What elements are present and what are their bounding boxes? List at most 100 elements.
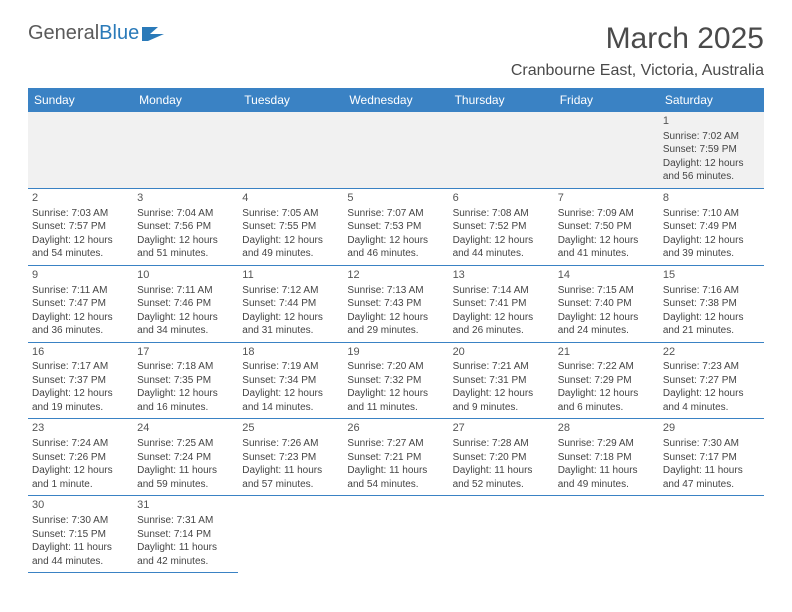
day-number: 18 <box>242 345 339 360</box>
day-info: Sunrise: 7:22 AMSunset: 7:29 PMDaylight:… <box>558 360 655 414</box>
day-info-line: Sunrise: 7:08 AM <box>453 207 550 221</box>
calendar-day-cell: 4Sunrise: 7:05 AMSunset: 7:55 PMDaylight… <box>238 188 343 265</box>
day-info: Sunrise: 7:17 AMSunset: 7:37 PMDaylight:… <box>32 360 129 414</box>
day-info-line: Sunset: 7:49 PM <box>663 220 760 234</box>
day-number: 31 <box>137 498 234 513</box>
day-info-line: Daylight: 12 hours <box>347 311 444 325</box>
day-info: Sunrise: 7:30 AMSunset: 7:15 PMDaylight:… <box>32 514 129 568</box>
day-info-line: Daylight: 12 hours <box>347 387 444 401</box>
day-info: Sunrise: 7:11 AMSunset: 7:46 PMDaylight:… <box>137 284 234 338</box>
calendar-day-cell: 23Sunrise: 7:24 AMSunset: 7:26 PMDayligh… <box>28 419 133 496</box>
day-info-line: Sunrise: 7:25 AM <box>137 437 234 451</box>
day-info-line: Sunset: 7:27 PM <box>663 374 760 388</box>
day-info: Sunrise: 7:18 AMSunset: 7:35 PMDaylight:… <box>137 360 234 414</box>
day-info: Sunrise: 7:23 AMSunset: 7:27 PMDaylight:… <box>663 360 760 414</box>
day-info-line: Daylight: 11 hours <box>453 464 550 478</box>
day-info-line: Daylight: 12 hours <box>663 387 760 401</box>
day-info-line: Sunset: 7:40 PM <box>558 297 655 311</box>
day-info-line: Daylight: 12 hours <box>453 387 550 401</box>
day-info: Sunrise: 7:29 AMSunset: 7:18 PMDaylight:… <box>558 437 655 491</box>
day-info: Sunrise: 7:10 AMSunset: 7:49 PMDaylight:… <box>663 207 760 261</box>
day-number: 1 <box>663 114 760 129</box>
weekday-header: Saturday <box>659 88 764 112</box>
day-info-line: Daylight: 12 hours <box>453 234 550 248</box>
day-info: Sunrise: 7:09 AMSunset: 7:50 PMDaylight:… <box>558 207 655 261</box>
day-info-line: Daylight: 11 hours <box>558 464 655 478</box>
day-info-line: Daylight: 11 hours <box>242 464 339 478</box>
day-info-line: and 49 minutes. <box>558 478 655 492</box>
day-info-line: Sunrise: 7:13 AM <box>347 284 444 298</box>
day-number: 17 <box>137 345 234 360</box>
day-info: Sunrise: 7:26 AMSunset: 7:23 PMDaylight:… <box>242 437 339 491</box>
day-info-line: Sunrise: 7:31 AM <box>137 514 234 528</box>
day-info-line: Daylight: 12 hours <box>137 311 234 325</box>
calendar-day-cell: 10Sunrise: 7:11 AMSunset: 7:46 PMDayligh… <box>133 265 238 342</box>
day-info: Sunrise: 7:03 AMSunset: 7:57 PMDaylight:… <box>32 207 129 261</box>
day-info-line: Daylight: 12 hours <box>453 311 550 325</box>
day-info-line: and 16 minutes. <box>137 401 234 415</box>
weekday-header: Friday <box>554 88 659 112</box>
day-info-line: and 1 minute. <box>32 478 129 492</box>
day-info-line: Sunset: 7:18 PM <box>558 451 655 465</box>
weekday-header: Thursday <box>449 88 554 112</box>
day-number: 25 <box>242 421 339 436</box>
day-info-line: Sunrise: 7:18 AM <box>137 360 234 374</box>
day-info-line: Daylight: 12 hours <box>558 234 655 248</box>
day-number: 9 <box>32 268 129 283</box>
calendar-day-cell: 31Sunrise: 7:31 AMSunset: 7:14 PMDayligh… <box>133 496 238 573</box>
day-info-line: Sunset: 7:50 PM <box>558 220 655 234</box>
month-title: March 2025 <box>511 22 764 56</box>
day-info-line: Sunrise: 7:11 AM <box>137 284 234 298</box>
day-info-line: and 29 minutes. <box>347 324 444 338</box>
day-info-line: and 51 minutes. <box>137 247 234 261</box>
day-info-line: Daylight: 11 hours <box>347 464 444 478</box>
logo: GeneralBlue <box>28 22 168 45</box>
calendar-day-cell: 11Sunrise: 7:12 AMSunset: 7:44 PMDayligh… <box>238 265 343 342</box>
day-info-line: Sunset: 7:20 PM <box>453 451 550 465</box>
weekday-header: Monday <box>133 88 238 112</box>
day-info-line: Sunrise: 7:04 AM <box>137 207 234 221</box>
day-info-line: Sunset: 7:32 PM <box>347 374 444 388</box>
calendar-day-cell <box>238 496 343 573</box>
day-info: Sunrise: 7:31 AMSunset: 7:14 PMDaylight:… <box>137 514 234 568</box>
day-info: Sunrise: 7:12 AMSunset: 7:44 PMDaylight:… <box>242 284 339 338</box>
day-info: Sunrise: 7:24 AMSunset: 7:26 PMDaylight:… <box>32 437 129 491</box>
day-info-line: and 39 minutes. <box>663 247 760 261</box>
day-info-line: and 14 minutes. <box>242 401 339 415</box>
day-info-line: Sunset: 7:47 PM <box>32 297 129 311</box>
calendar-day-cell: 30Sunrise: 7:30 AMSunset: 7:15 PMDayligh… <box>28 496 133 573</box>
calendar-week-row: 23Sunrise: 7:24 AMSunset: 7:26 PMDayligh… <box>28 419 764 496</box>
day-info-line: Sunset: 7:17 PM <box>663 451 760 465</box>
weekday-header: Sunday <box>28 88 133 112</box>
calendar-week-row: 30Sunrise: 7:30 AMSunset: 7:15 PMDayligh… <box>28 496 764 573</box>
day-number: 29 <box>663 421 760 436</box>
calendar-day-cell: 24Sunrise: 7:25 AMSunset: 7:24 PMDayligh… <box>133 419 238 496</box>
day-info-line: Daylight: 12 hours <box>32 311 129 325</box>
day-number: 16 <box>32 345 129 360</box>
day-number: 15 <box>663 268 760 283</box>
day-info-line: and 24 minutes. <box>558 324 655 338</box>
day-info: Sunrise: 7:25 AMSunset: 7:24 PMDaylight:… <box>137 437 234 491</box>
day-info-line: Sunset: 7:14 PM <box>137 528 234 542</box>
day-info-line: Daylight: 12 hours <box>137 387 234 401</box>
calendar-day-cell: 17Sunrise: 7:18 AMSunset: 7:35 PMDayligh… <box>133 342 238 419</box>
day-info-line: Sunset: 7:52 PM <box>453 220 550 234</box>
day-info-line: and 31 minutes. <box>242 324 339 338</box>
calendar-week-row: 9Sunrise: 7:11 AMSunset: 7:47 PMDaylight… <box>28 265 764 342</box>
calendar-day-cell <box>554 496 659 573</box>
day-info-line: Daylight: 12 hours <box>32 234 129 248</box>
calendar-day-cell: 26Sunrise: 7:27 AMSunset: 7:21 PMDayligh… <box>343 419 448 496</box>
calendar-day-cell: 15Sunrise: 7:16 AMSunset: 7:38 PMDayligh… <box>659 265 764 342</box>
day-info: Sunrise: 7:04 AMSunset: 7:56 PMDaylight:… <box>137 207 234 261</box>
day-info-line: and 52 minutes. <box>453 478 550 492</box>
day-info-line: Sunset: 7:15 PM <box>32 528 129 542</box>
day-info-line: Daylight: 12 hours <box>663 234 760 248</box>
day-number: 22 <box>663 345 760 360</box>
day-info-line: Sunrise: 7:16 AM <box>663 284 760 298</box>
calendar-day-cell: 13Sunrise: 7:14 AMSunset: 7:41 PMDayligh… <box>449 265 554 342</box>
day-info-line: and 54 minutes. <box>347 478 444 492</box>
day-number: 3 <box>137 191 234 206</box>
day-info-line: Sunset: 7:24 PM <box>137 451 234 465</box>
day-info-line: and 44 minutes. <box>453 247 550 261</box>
day-info-line: and 41 minutes. <box>558 247 655 261</box>
